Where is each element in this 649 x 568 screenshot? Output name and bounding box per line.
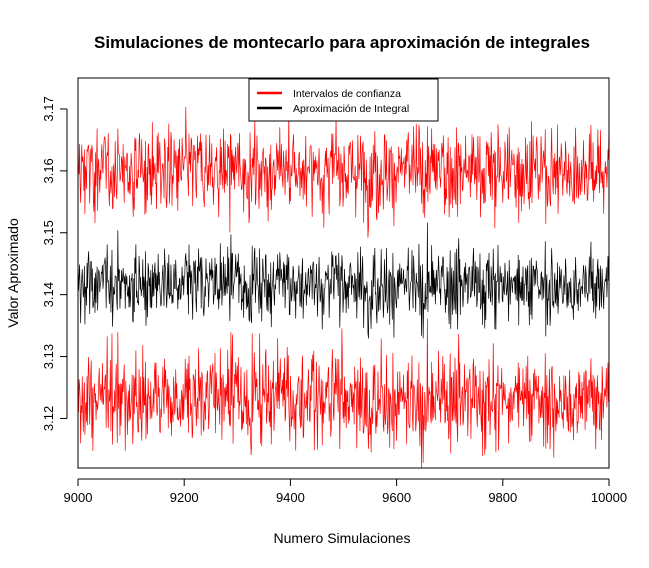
- legend: Intervalos de confianza Aproximación de …: [248, 78, 439, 122]
- y-tick-label: 3.15: [41, 220, 56, 245]
- legend-label-integral: Aproximación de Integral: [293, 103, 409, 115]
- legend-label-confidence: Intervalos de confianza: [293, 88, 401, 100]
- x-tick-label: 9800: [488, 490, 517, 505]
- y-tick-label: 3.12: [41, 406, 56, 431]
- y-tick-label: 3.17: [41, 96, 56, 121]
- y-tick-label: 3.16: [41, 158, 56, 183]
- x-axis: 9000 9200 9400 9600 9800 10000: [64, 478, 627, 505]
- legend-box: [248, 78, 439, 122]
- y-tick-label: 3.13: [41, 344, 56, 369]
- chart-title: Simulaciones de montecarlo para aproxima…: [94, 33, 590, 52]
- series-line-upper-confidence: [77, 106, 610, 238]
- x-tick-label: 9600: [382, 490, 411, 505]
- y-axis-label: Valor Aproximado: [5, 218, 21, 328]
- x-axis-label: Numero Simulaciones: [274, 530, 411, 546]
- x-tick-label: 10000: [591, 490, 627, 505]
- x-tick-label: 9400: [276, 490, 305, 505]
- x-tick-label: 9000: [64, 490, 93, 505]
- x-tick-label: 9200: [170, 490, 199, 505]
- series-line-lower-confidence: [77, 318, 610, 468]
- y-tick-label: 3.14: [41, 282, 56, 307]
- plot-area: [77, 106, 610, 468]
- y-axis: 3.12 3.13 3.14 3.15 3.16 3.17: [41, 96, 68, 431]
- series-line-integral-approximation: [77, 222, 610, 339]
- plot-frame: [77, 77, 610, 469]
